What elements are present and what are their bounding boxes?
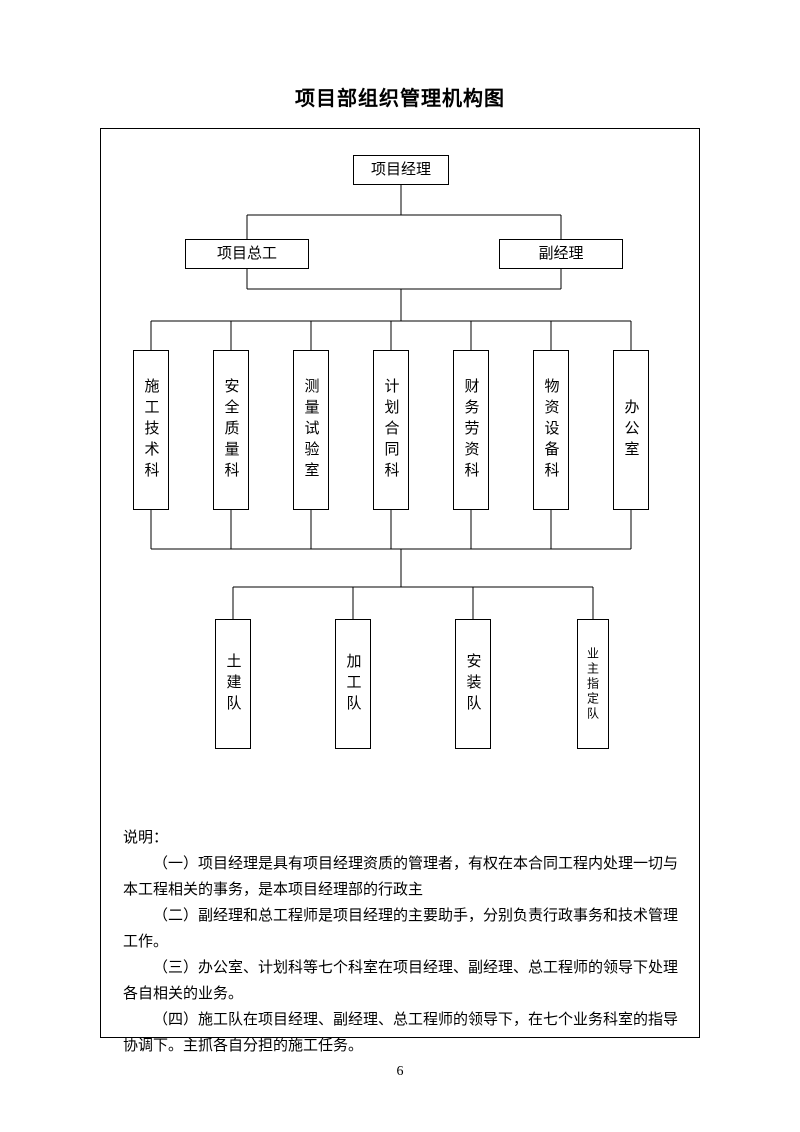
document-frame: 项目经理项目总工 副经理施工技术科 安全质量科 测量试验室 计划合同科 财务劳资科 物资设备…: [100, 128, 700, 1038]
explain-heading: 说明：: [123, 825, 679, 851]
org-node-l2b: 副经理: [499, 239, 623, 269]
explain-item: （三）办公室、计划科等七个科室在项目经理、副经理、总工程师的领导下处理各自相关的…: [123, 955, 679, 1007]
org-node-d7: 办公室: [613, 350, 649, 510]
org-node-t4: 业主指定队: [577, 619, 609, 749]
explain-item: （二）副经理和总工程师是项目经理的主要助手，分别负责行政事务和技术管理工作。: [123, 903, 679, 955]
org-node-root: 项目经理: [353, 155, 449, 185]
org-node-t3: 安装队: [455, 619, 491, 749]
page-number: 6: [0, 1064, 800, 1080]
org-node-d3: 测量试验室: [293, 350, 329, 510]
explain-item: （一）项目经理是具有项目经理资质的管理者，有权在本合同工程内处理一切与本工程相关…: [123, 851, 679, 903]
org-node-t1: 土建队: [215, 619, 251, 749]
org-node-d6: 物资设备科: [533, 350, 569, 510]
org-chart: 项目经理项目总工 副经理施工技术科 安全质量科 测量试验室 计划合同科 财务劳资科 物资设备…: [101, 129, 701, 809]
org-node-d4: 计划合同科: [373, 350, 409, 510]
org-node-d1: 施工技术科: [133, 350, 169, 510]
org-node-t2: 加工队: [335, 619, 371, 749]
page-title: 项目部组织管理机构图: [0, 0, 800, 111]
org-node-d2: 安全质量科: [213, 350, 249, 510]
explanation-block: 说明： （一）项目经理是具有项目经理资质的管理者，有权在本合同工程内处理一切与本…: [123, 825, 679, 1059]
explain-item: （四）施工队在项目经理、副经理、总工程师的领导下，在七个业务科室的指导协调下。主…: [123, 1007, 679, 1059]
org-node-l2a: 项目总工: [185, 239, 309, 269]
org-node-d5: 财务劳资科: [453, 350, 489, 510]
